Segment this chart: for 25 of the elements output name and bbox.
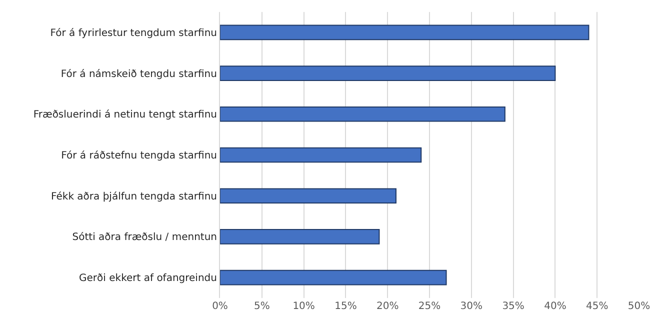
bar bbox=[220, 147, 422, 163]
y-tick-label: Fór á fyrirlestur tengdum starfinu bbox=[50, 28, 217, 39]
bar bbox=[220, 229, 380, 244]
y-tick-label: Sótti aðra fræðslu / menntun bbox=[72, 232, 217, 244]
x-tick-label: 15% bbox=[334, 301, 357, 312]
x-tick-label: 35% bbox=[502, 301, 524, 312]
x-tick-label: 10% bbox=[292, 301, 315, 312]
x-tick-label: 25% bbox=[418, 301, 441, 312]
x-tick-label: 50% bbox=[628, 301, 650, 312]
bar bbox=[220, 66, 556, 81]
x-tick-label: 45% bbox=[586, 301, 608, 312]
y-tick-label: Fékk aðra þjálfun tengda starfinu bbox=[51, 191, 217, 202]
y-tick-label: Fór á ráðstefnu tengda starfinu bbox=[61, 150, 217, 162]
x-tick-label: 40% bbox=[544, 301, 566, 312]
x-tick-label: 30% bbox=[460, 301, 483, 312]
bar bbox=[220, 270, 447, 286]
y-tick-label: Fór á námskeið tengdu starfinu bbox=[60, 68, 217, 80]
bar bbox=[220, 188, 396, 204]
x-tick-label: 0% bbox=[212, 301, 228, 312]
bar bbox=[220, 24, 590, 40]
y-tick-label: Fræðsluerindi á netinu tengt starfinu bbox=[33, 110, 217, 121]
y-tick-label: Gerði ekkert af ofangreindu bbox=[79, 273, 217, 284]
x-tick-label: 20% bbox=[376, 301, 399, 312]
bar bbox=[220, 106, 506, 122]
x-tick-label: 5% bbox=[254, 301, 270, 312]
